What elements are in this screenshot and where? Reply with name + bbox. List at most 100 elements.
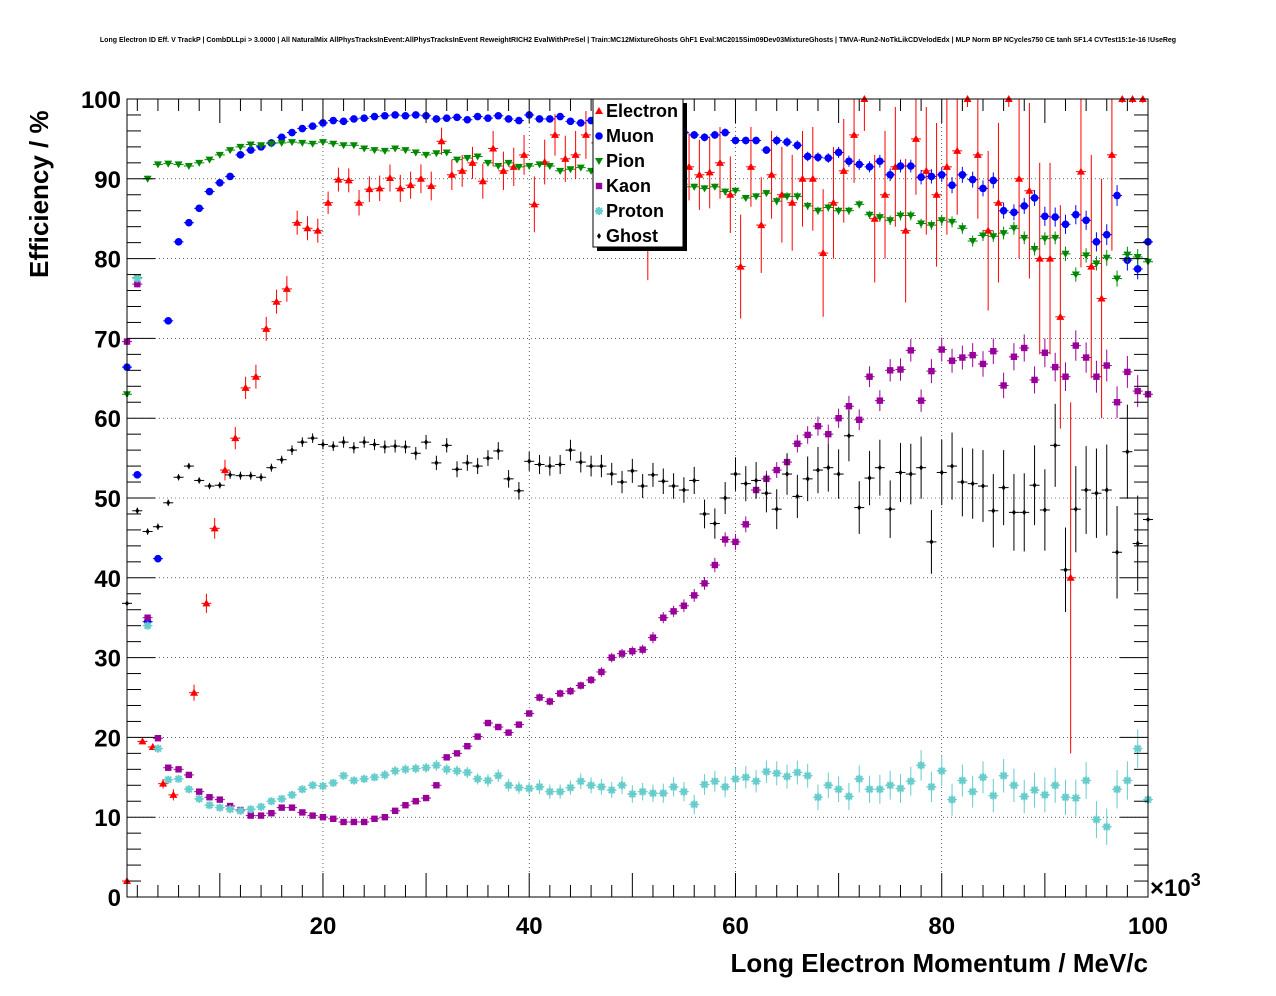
ghost-point [620,479,625,486]
proton-point [360,774,369,783]
proton-point [174,774,183,783]
electron-point [324,198,333,206]
proton-point [875,785,884,794]
kaon-point [979,360,987,368]
pion-point [1092,260,1101,268]
kaon-point [598,668,605,676]
kaon-point [495,723,502,731]
muon-point [453,113,461,122]
ghost-point [898,469,903,476]
electron-point [798,174,807,182]
pion-point [896,212,905,220]
muon-point [968,175,977,184]
kaon-point [1062,373,1069,380]
kaon-point [433,782,440,789]
pion-point [948,218,957,226]
ghost-point [506,475,511,482]
electron-point [202,599,211,607]
kaon-point [567,687,574,695]
proton-point [349,776,358,785]
electron-point [881,190,890,198]
ghost-point [351,444,356,451]
ghost-point [547,463,552,470]
kaon-point [856,416,863,423]
y-tick-label: 50 [94,486,121,513]
electron-point [293,218,302,226]
proton-point [257,802,266,811]
kaon-point [216,796,224,803]
muon-point [1133,265,1142,273]
ghost-point [1094,490,1099,497]
muon-point [277,133,286,142]
muon-point [803,152,812,161]
proton-point [545,787,554,796]
pion-point [855,201,864,209]
muon-point [391,111,399,119]
ghost-point [1053,442,1058,449]
kaon-point [536,694,543,701]
ghost-point [331,443,336,450]
electron-point [870,214,879,222]
proton-point [380,770,389,779]
proton-point [453,766,462,775]
ghost-point [424,439,429,446]
ghost-point [970,480,975,487]
muon-point [989,176,998,185]
kaon-point [350,818,358,826]
pion-point [1102,254,1111,262]
proton-point [1082,776,1091,785]
ghost-point [238,472,243,479]
ghost-point [485,455,490,462]
proton-point [824,781,833,790]
pion-point [535,161,544,169]
proton-point [442,765,451,774]
pion-point [153,161,162,169]
muon-point [731,136,740,145]
electron-point [1056,312,1065,320]
pion-point [267,140,276,148]
muon-point [906,162,915,170]
electron-point [819,249,828,257]
ghost-point [166,499,171,506]
electron-point [272,297,281,305]
pion-point [927,222,936,230]
muon-point [298,124,307,133]
y-tick-label: 20 [94,725,121,752]
pion-point [1123,251,1132,259]
muon-point [834,148,843,157]
kaon-point [773,466,780,474]
electron-point [169,790,178,798]
electron-point [911,134,920,142]
pion-point [504,159,513,167]
kaon-point [175,766,182,773]
y-tick-label: 0 [108,885,121,912]
ghost-point [723,495,728,501]
pion-point [906,212,915,220]
ghost-point [960,479,965,486]
ghost-point [362,439,367,446]
proton-point [731,774,740,783]
pion-point [329,140,338,148]
ghost-point [269,464,274,471]
kaon-point [1072,342,1080,349]
ghost-point [1001,484,1006,491]
proton-point [700,780,709,789]
electron-point [695,170,704,178]
electron-point [685,162,694,170]
muon-point [463,115,472,124]
ghost-point [465,459,470,466]
proton-point [339,771,348,780]
ghost-point [805,475,810,482]
proton-point [576,777,585,786]
proton-point [411,764,420,773]
pion-point [360,145,369,153]
muon-point [1061,220,1070,229]
kaon-point [1041,349,1049,356]
ghost-point [372,441,377,448]
ghost-point [692,477,697,484]
muon-point [865,163,874,171]
pion-point [525,163,534,171]
ghost-point [764,490,769,497]
kaon-point [515,721,523,728]
